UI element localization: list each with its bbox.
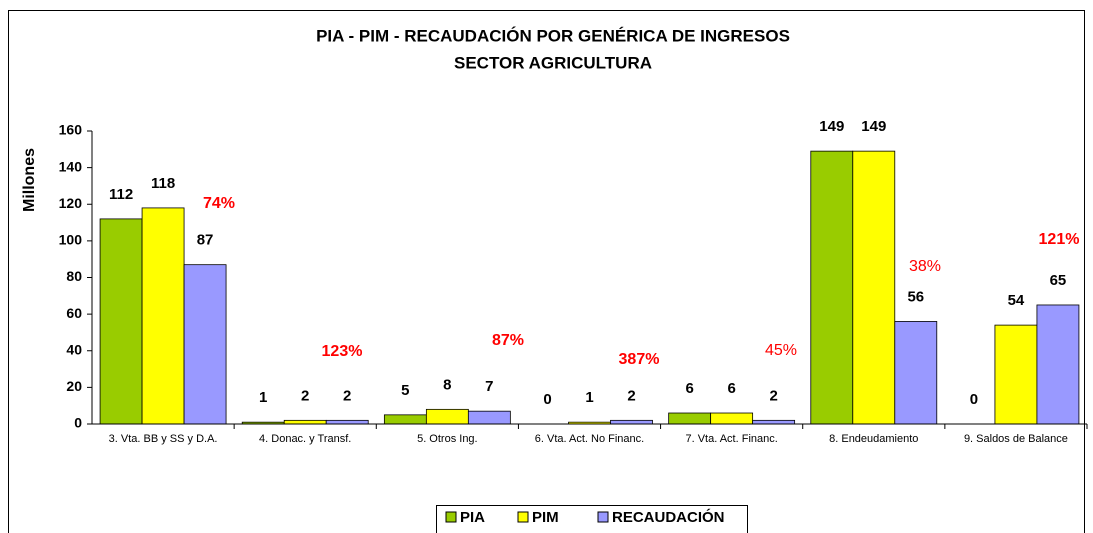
data-label: 6: [727, 380, 735, 397]
x-tick-label: 7. Vta. Act. Financ.: [685, 433, 778, 445]
annotation: 387%: [619, 351, 660, 368]
x-tick-label-box: 6. Vta. Act. No Financ.: [534, 433, 645, 445]
data-label: 149: [819, 118, 844, 135]
x-tick-label: 5. Otros Ing.: [417, 433, 478, 445]
x-tick-label-box: 5. Otros Ing.: [417, 433, 478, 445]
data-label: 6: [685, 380, 693, 397]
bar: [467, 410, 511, 425]
data-label: 5: [401, 382, 409, 399]
legend-swatch: [597, 511, 609, 523]
legend-label: PIA: [460, 509, 485, 526]
annotation: 45%: [765, 342, 797, 359]
data-label: 56: [907, 288, 924, 305]
y-tick-label: 60: [66, 305, 82, 321]
chart-title: PIA - PIM - RECAUDACIÓN POR GENÉRICA DE …: [316, 26, 790, 45]
data-label: 112: [109, 186, 133, 203]
data-label: 2: [301, 387, 309, 404]
data-label: 2: [769, 387, 777, 404]
y-tick-label: 20: [66, 378, 82, 394]
data-label: 1: [585, 389, 593, 406]
x-tick-label: 8. Endeudamiento: [829, 433, 919, 445]
x-tick-label: 6. Vta. Act. No Financ.: [534, 433, 645, 445]
data-label: 118: [151, 175, 175, 192]
data-label: 2: [343, 387, 351, 404]
data-label: 0: [543, 391, 551, 408]
annotation: 87%: [492, 332, 524, 349]
data-label: 7: [485, 378, 493, 395]
x-tick-label-box: 7. Vta. Act. Financ.: [685, 433, 778, 445]
bar: [894, 321, 938, 425]
bar: [852, 150, 896, 425]
annotation: 74%: [203, 195, 235, 212]
bar: [183, 264, 227, 425]
data-label: 8: [443, 376, 451, 393]
bar: [994, 324, 1038, 425]
y-axis-label: Millones: [21, 148, 38, 212]
data-label: 149: [861, 118, 886, 135]
bar: [668, 412, 712, 425]
x-tick-label-box: 4. Donac. y Transf.: [259, 433, 352, 445]
bar: [752, 419, 796, 425]
y-tick-label: 140: [59, 158, 83, 174]
data-label: 65: [1050, 272, 1067, 289]
y-tick-label: 0: [74, 415, 82, 431]
chart-subtitle: SECTOR AGRICULTURA: [454, 53, 652, 72]
legend-label: PIM: [532, 509, 559, 526]
bar: [283, 419, 327, 425]
bar: [325, 419, 369, 425]
y-tick-label: 120: [59, 195, 83, 211]
bar: [99, 218, 143, 425]
y-tick-label: 40: [66, 341, 82, 357]
bar: [141, 207, 185, 425]
x-tick-label: 3. Vta. BB y SS y D.A.: [108, 433, 218, 445]
bar: [425, 408, 469, 425]
data-label: 2: [627, 387, 635, 404]
x-tick-label: 4. Donac. y Transf.: [259, 433, 352, 445]
bar: [710, 412, 754, 425]
legend-label: RECAUDACIÓN: [612, 508, 725, 526]
x-tick-label-box: 8. Endeudamiento: [829, 433, 919, 445]
annotation: 121%: [1039, 231, 1080, 248]
bar: [610, 419, 653, 425]
x-tick-label-box: 3. Vta. BB y SS y D.A.: [108, 433, 218, 445]
data-label: 0: [970, 391, 978, 408]
bar: [1036, 304, 1080, 425]
annotation: 38%: [909, 258, 941, 275]
data-label: 54: [1008, 292, 1025, 309]
legend-swatch: [445, 511, 457, 523]
data-label: 1: [259, 389, 267, 406]
legend-box: [436, 505, 748, 533]
x-tick-label-box: 9. Saldos de Balance: [963, 433, 1068, 445]
bar: [383, 414, 427, 425]
legend-swatch: [517, 511, 529, 523]
x-tick-label: 9. Saldos de Balance: [963, 433, 1068, 445]
y-tick-label: 100: [59, 232, 83, 248]
legend: PIA PIM RECAUDACIÓN: [436, 505, 748, 533]
bar: [810, 150, 854, 425]
y-tick-label: 160: [59, 122, 83, 138]
annotation: 123%: [322, 343, 363, 360]
data-label: 87: [197, 232, 214, 249]
y-tick-label: 80: [66, 268, 82, 284]
